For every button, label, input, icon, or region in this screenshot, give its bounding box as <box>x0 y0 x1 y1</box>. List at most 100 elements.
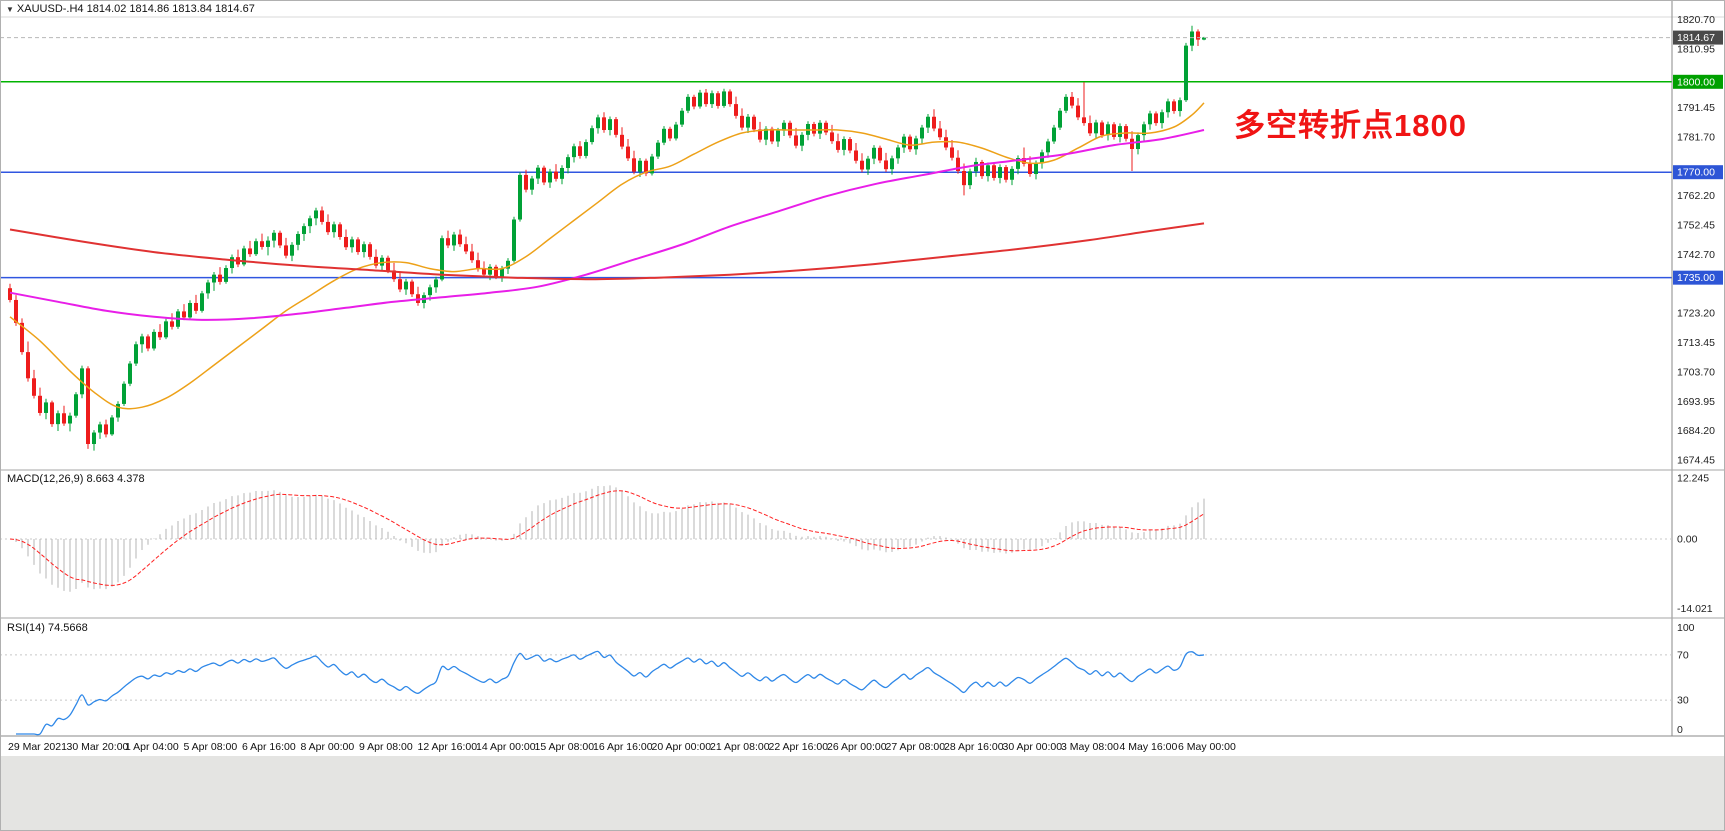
candle-body <box>212 274 216 283</box>
symbol-ohlc-text: XAUUSD-.H4 1814.02 1814.86 1813.84 1814.… <box>16 3 255 15</box>
candle-body <box>824 122 828 133</box>
price-tick-label: 1791.45 <box>1677 102 1715 114</box>
candle-body <box>836 141 840 150</box>
candle-body <box>74 394 78 416</box>
candle-body <box>452 234 456 246</box>
candle-body <box>788 122 792 136</box>
candle-body <box>50 402 54 425</box>
candle-body <box>740 115 744 128</box>
price-tick-label: 1723.20 <box>1677 308 1715 320</box>
candle-body <box>938 128 942 138</box>
candle-body <box>920 127 924 139</box>
candle-body <box>374 256 378 266</box>
candle-body <box>992 165 996 178</box>
candle-body <box>1028 163 1032 175</box>
candle-body <box>434 279 438 288</box>
candle-body <box>1118 126 1122 137</box>
candle-body <box>710 93 714 105</box>
macd-label: MACD(12,26,9) 8.663 4.378 <box>7 473 145 485</box>
candle-body <box>470 251 474 261</box>
candle-body <box>380 257 384 266</box>
candle-body <box>854 150 858 161</box>
rsi-axis-label: 100 <box>1677 622 1695 634</box>
ma-magenta-line <box>9 129 1205 321</box>
price-box-label: 1735.00 <box>1677 272 1715 284</box>
candle-body <box>362 244 366 253</box>
price-box <box>1673 165 1723 180</box>
macd-axis-label: 0.00 <box>1677 534 1698 546</box>
candle-body <box>170 321 174 327</box>
rsi-line <box>16 650 1205 736</box>
candle-body <box>296 233 300 245</box>
candle-body <box>1010 168 1014 180</box>
annotation-text: 多空转折点1800 <box>1234 108 1467 143</box>
candle-body <box>476 260 480 269</box>
rsi-axis-label: 0 <box>1677 724 1683 736</box>
candle-body <box>164 321 168 338</box>
candle-body <box>218 274 222 282</box>
candle-body <box>1070 96 1074 106</box>
candle-body <box>230 257 234 269</box>
candle-body <box>680 110 684 125</box>
candle-body <box>968 171 972 186</box>
price-tick-label: 1703.70 <box>1677 366 1715 378</box>
candle-body <box>734 104 738 116</box>
rsi-label: RSI(14) 74.5668 <box>7 622 88 634</box>
candle-body <box>200 293 204 311</box>
candle-body <box>1088 123 1092 134</box>
candle-body <box>146 336 150 349</box>
candle-body <box>26 352 30 379</box>
candle-body <box>68 415 72 424</box>
candle-body <box>1148 113 1152 125</box>
candle-body <box>602 117 606 131</box>
candle-body <box>944 137 948 148</box>
time-axis-label: 6 Apr 16:00 <box>242 741 296 753</box>
candle-body <box>272 232 276 241</box>
candle-body <box>530 178 534 190</box>
candle-body <box>488 266 492 275</box>
candle-body <box>566 157 570 168</box>
candle-body <box>152 331 156 349</box>
candle-body <box>1190 31 1194 46</box>
bottom-strip <box>0 756 1725 831</box>
candle-body <box>758 129 762 140</box>
candle-body <box>560 167 564 179</box>
time-axis-label: 27 Apr 08:00 <box>886 741 946 753</box>
candle-body <box>1082 117 1086 124</box>
candle-body <box>398 279 402 290</box>
candle-body <box>782 122 786 131</box>
time-axis-label: 22 Apr 16:00 <box>769 741 829 753</box>
candle-body <box>860 160 864 170</box>
candle-body <box>326 221 330 233</box>
price-box <box>1673 30 1723 45</box>
candle-body <box>338 224 342 237</box>
candle-body <box>1064 96 1068 111</box>
candle-body <box>290 244 294 256</box>
candle-body <box>284 245 288 256</box>
candle-body <box>482 268 486 275</box>
candle-body <box>224 268 228 282</box>
candle-body <box>554 171 558 179</box>
candle-body <box>182 311 186 318</box>
candle-body <box>818 122 822 134</box>
candle-body <box>260 241 264 247</box>
price-box-label: 1800.00 <box>1677 76 1715 88</box>
candle-body <box>1100 122 1104 136</box>
price-box-label: 1770.00 <box>1677 167 1715 179</box>
candle-body <box>38 395 42 413</box>
candle-body <box>746 116 750 128</box>
candle-body <box>1202 37 1206 40</box>
price-tick-label: 1820.70 <box>1677 14 1715 26</box>
candle-body <box>974 161 978 172</box>
macd-axis-label: -14.021 <box>1677 603 1713 615</box>
candle-body <box>584 142 588 156</box>
candle-body <box>548 171 552 183</box>
time-axis-label: 3 May 08:00 <box>1061 741 1119 753</box>
candle-body <box>278 232 282 246</box>
price-tick-label: 1742.70 <box>1677 249 1715 261</box>
candle-body <box>320 210 324 222</box>
candle-body <box>932 116 936 129</box>
time-axis-label: 16 Apr 16:00 <box>593 741 653 753</box>
rsi-axis-label: 70 <box>1677 649 1689 661</box>
